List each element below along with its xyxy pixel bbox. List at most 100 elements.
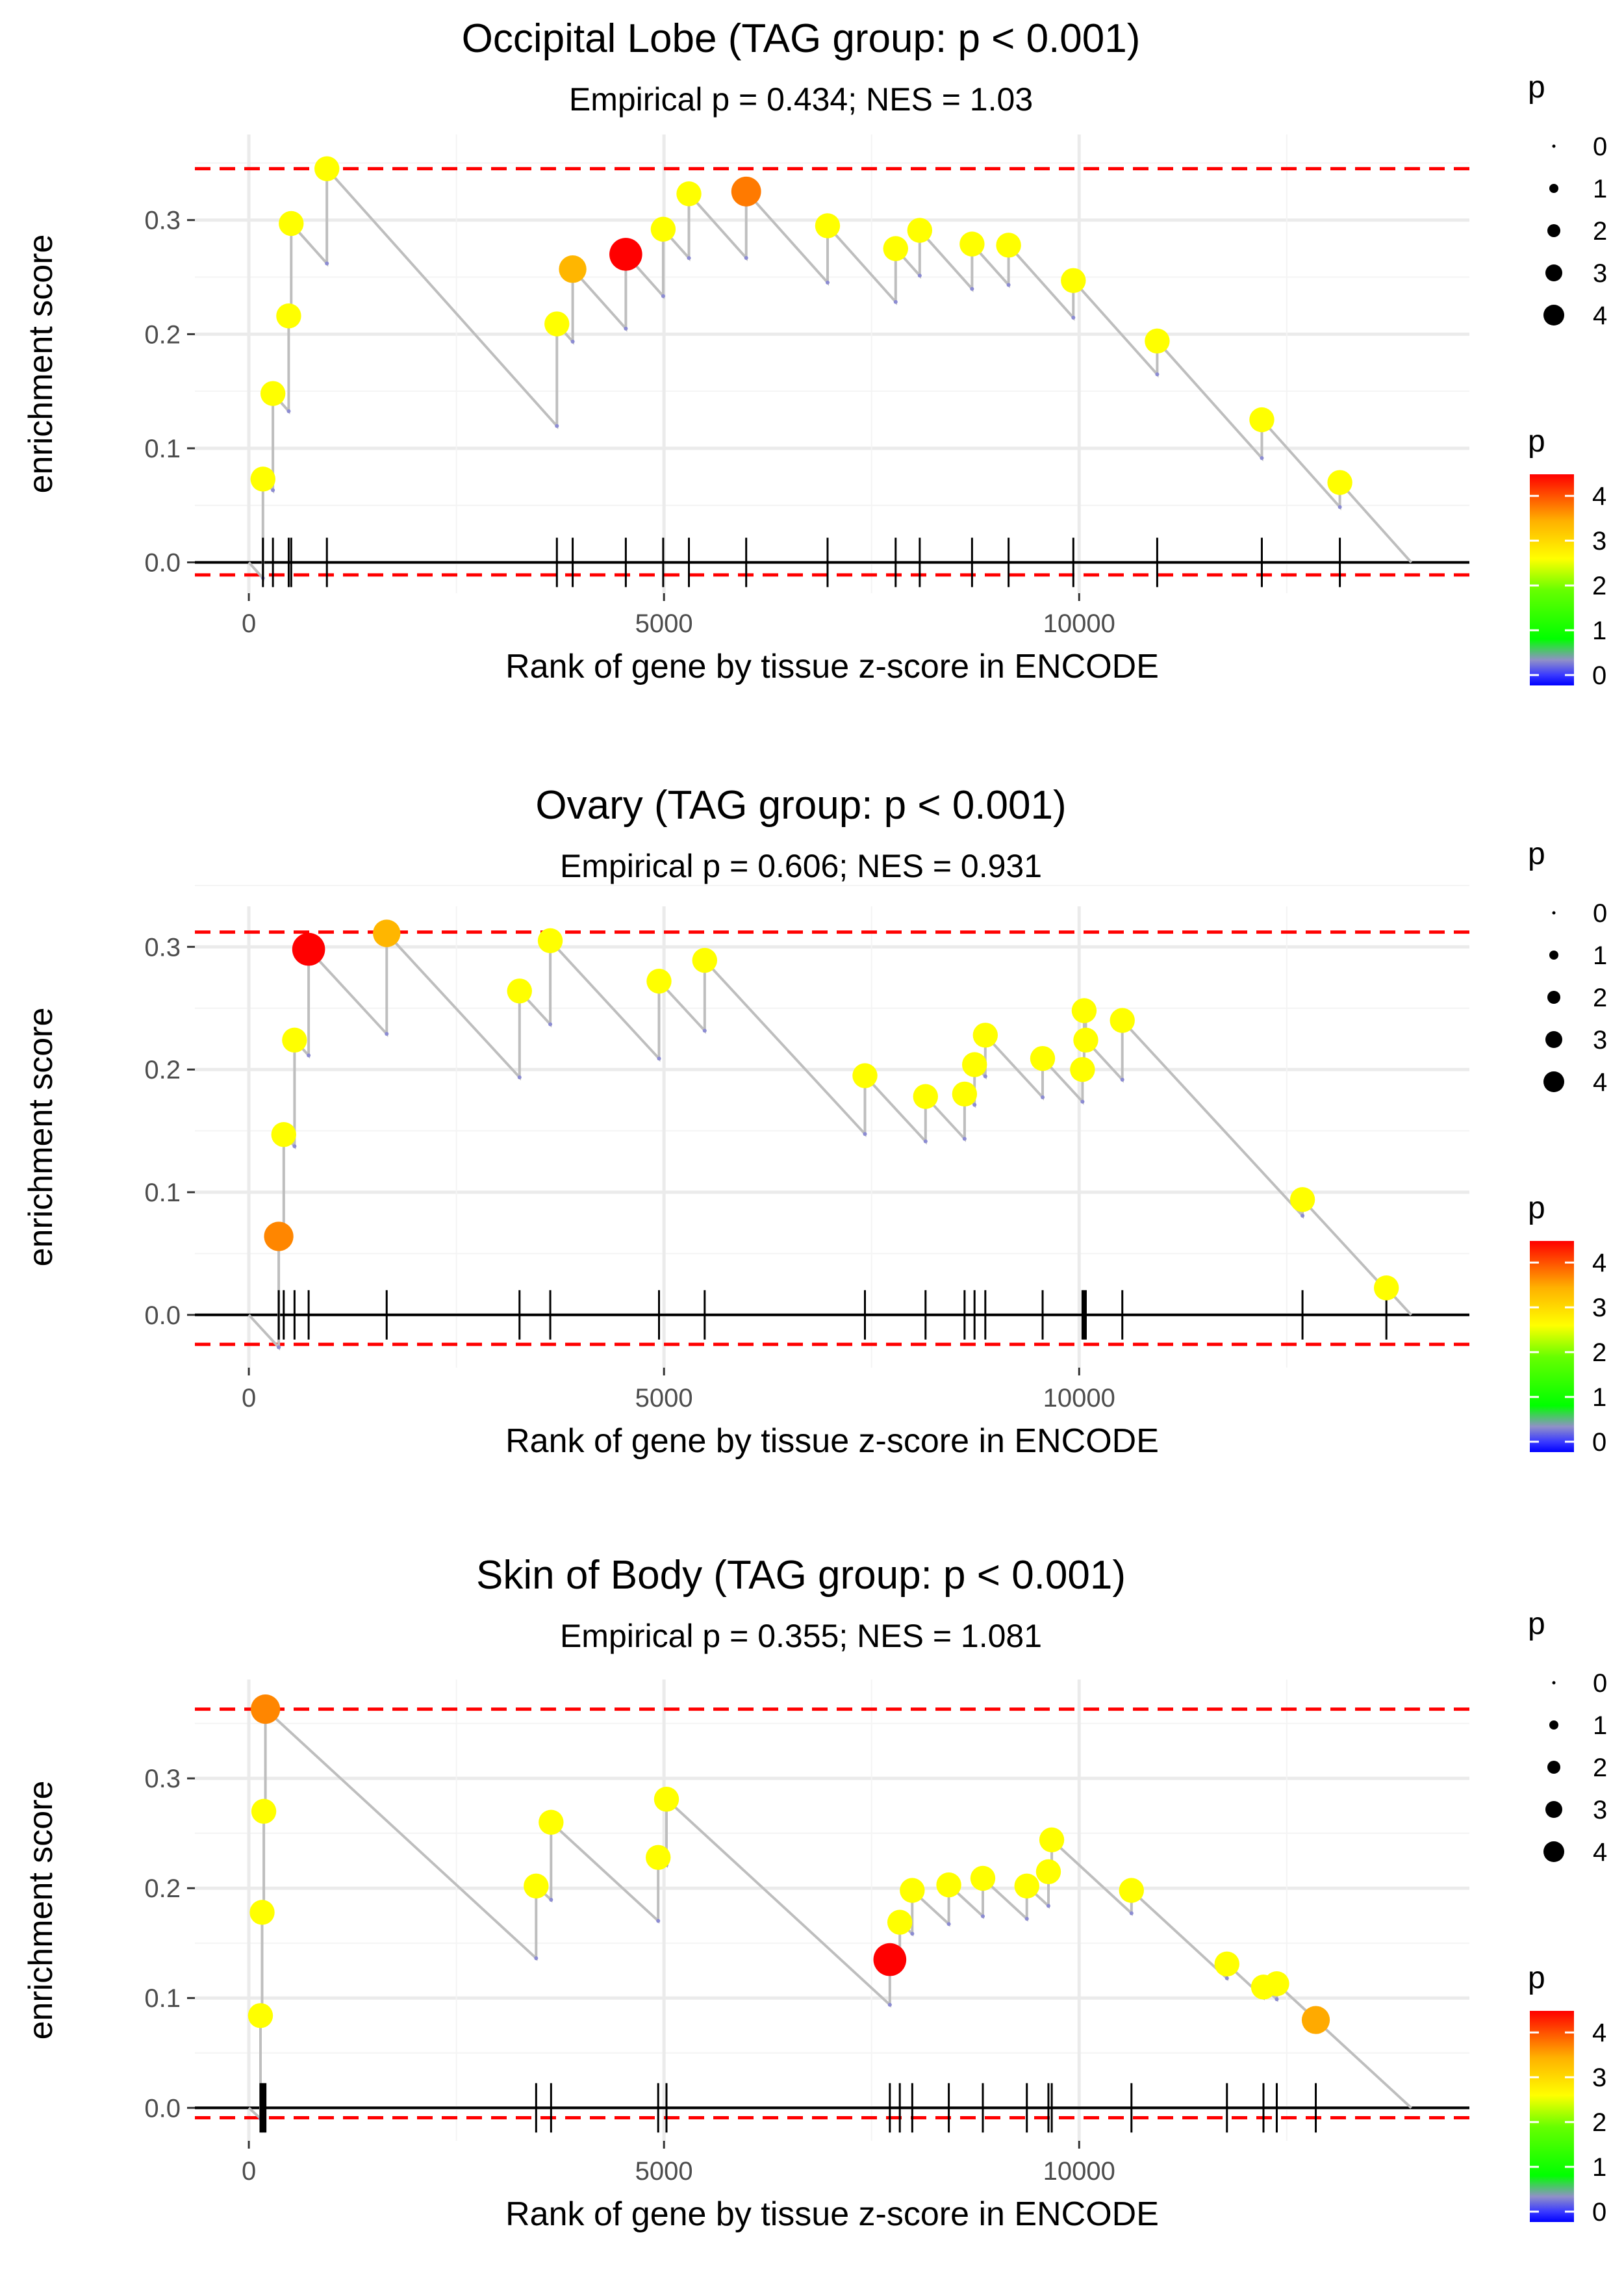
chart-title: Ovary (TAG group: p < 0.001) [535,783,1066,828]
hit-point [1264,1971,1289,1997]
hit-point [250,466,276,492]
trough-dot [286,409,291,413]
chart-title: Occipital Lobe (TAG group: p < 0.001) [462,16,1141,61]
color-legend-title: p [1528,424,1545,459]
y-tick-label: 0.2 [144,320,181,349]
trough-dot [1260,455,1264,460]
hit-point [731,176,761,207]
hit-point [692,947,718,973]
hit-point [1214,1951,1239,1977]
trough-dot [863,1132,867,1136]
panel-3: Skin of Body (TAG group: p < 0.001) Empir… [22,1553,1607,2233]
hit-point [1289,1187,1315,1212]
hit-point [314,156,340,181]
y-tick-label: 0.3 [144,1765,181,1793]
hit-point [676,181,702,207]
trough-dot [1080,1099,1085,1104]
trough-dot [570,339,575,344]
trough-dot [325,261,329,266]
chart-subtitle: Empirical p = 0.606; NES = 0.931 [560,848,1042,884]
size-legend-label: 2 [1593,1754,1607,1782]
hit-point [996,233,1021,258]
x-axis-label: Rank of gene by tissue z-score in ENCODE [505,648,1159,685]
hit-point [650,216,676,242]
trough-dot [307,1053,311,1058]
y-tick-label: 0.3 [144,207,181,235]
color-legend-label: 1 [1592,617,1606,645]
size-legend-label: 3 [1593,1026,1607,1054]
color-legend-label: 1 [1592,1383,1606,1412]
hit-point [559,255,587,283]
trough-dot [923,1139,928,1143]
hit-point [900,1878,925,1903]
trough-dot [624,326,628,331]
trough-dot [1300,1214,1305,1218]
trough-dot [970,287,974,291]
trough-dot [687,256,691,261]
hit-point [1249,407,1275,433]
hit-point [524,1873,549,1899]
trough-dot [1041,1095,1045,1099]
color-legend-label: 3 [1592,527,1606,556]
color-legend-label: 4 [1592,2019,1606,2047]
hit-point [959,231,985,257]
trough-dot [1129,1911,1134,1915]
color-legend-label: 0 [1592,1428,1606,1457]
hit-point [1061,268,1086,293]
color-legend-label: 3 [1592,2063,1606,2092]
hit-point [249,1900,275,1925]
enrichment-curve [247,1706,1412,2122]
hit-point [264,1221,294,1251]
y-tick-label: 0.2 [144,1874,181,1903]
trough-dot [917,274,922,278]
hit-point [873,1943,907,1976]
trough-dot [555,424,559,428]
size-legend-label: 2 [1593,984,1607,1012]
size-legend-dot [1545,1031,1562,1048]
y-tick-label: 0.1 [144,1179,181,1207]
y-axis-label: enrichment score [22,1008,60,1267]
x-tick-label: 10000 [1043,609,1115,638]
panel-2: Ovary (TAG group: p < 0.001) Empirical p … [22,783,1607,1460]
hit-point [507,978,532,1004]
trough-dot [277,1345,281,1349]
hit-point [1327,470,1352,495]
trough-dot [1071,315,1076,320]
size-legend-label: 0 [1593,1669,1607,1698]
size-legend-title: p [1528,1607,1545,1641]
panel-1: Occipital Lobe (TAG group: p < 0.001) Emp… [22,16,1607,690]
size-legend-label: 0 [1593,899,1607,928]
size-legend-label: 2 [1593,217,1607,246]
y-axis-label: enrichment score [22,1781,60,2040]
hit-point [247,2003,273,2028]
chart-subtitle: Empirical p = 0.434; NES = 1.03 [569,81,1033,118]
trough-dot [1338,505,1342,509]
color-legend-bar [1530,474,1574,685]
y-tick-label: 0.0 [144,2094,181,2123]
size-legend-label: 1 [1593,941,1607,970]
trough-dot [534,1956,539,1961]
color-legend-label: 4 [1592,1249,1606,1277]
y-tick-label: 0.3 [144,933,181,962]
trough-dot [1024,1917,1029,1921]
hit-point [276,303,301,329]
color-legend-label: 4 [1592,482,1606,511]
size-legend-dot [1549,1720,1558,1730]
trough-dot [910,1932,915,1936]
trough-dot [549,1897,553,1902]
y-tick-label: 0.2 [144,1056,181,1084]
trough-dot [1155,372,1160,377]
size-legend-dot [1547,991,1560,1004]
enrichment-curve [247,930,1412,1351]
y-tick-label: 0.0 [144,1301,181,1330]
size-legend-dot [1552,911,1556,915]
trough-dot [548,1022,553,1027]
size-legend-dot [1552,1681,1556,1685]
size-legend-label: 3 [1593,259,1607,288]
size-legend-dot [1549,184,1558,193]
color-legend-label: 2 [1592,1338,1606,1367]
trough-dot [1120,1077,1124,1082]
hit-point [539,1809,564,1835]
hit-point [815,213,841,238]
